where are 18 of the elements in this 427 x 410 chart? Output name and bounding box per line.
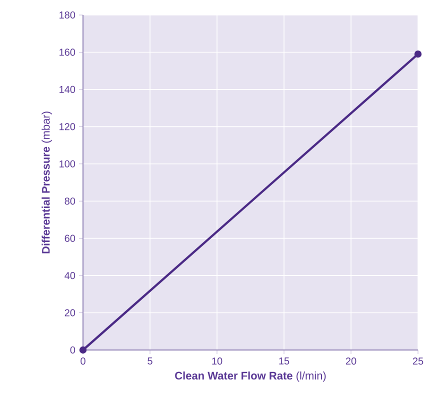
y-axis-title: Differential Pressure (mbar) (42, 112, 52, 254)
x-tick-label: 20 (346, 358, 356, 365)
y-tick-label: 0 (70, 346, 76, 354)
y-tick-label: 120 (60, 123, 76, 130)
y-tick-label: 160 (60, 48, 76, 56)
x-tick-label: 0 (80, 358, 86, 365)
y-tick-label: 180 (60, 11, 76, 19)
x-axis-title: Clean Water Flow Rate (l/min) (175, 371, 326, 382)
x-tick-label: 25 (412, 358, 424, 365)
y-tick-label: 20 (64, 309, 76, 316)
x-tick-label: 5 (148, 358, 152, 365)
y-tick-label: 40 (64, 272, 76, 280)
x-tick-label: 10 (212, 358, 222, 365)
y-tick-label: 60 (64, 234, 76, 242)
y-tick-label: 140 (60, 86, 76, 93)
y-tick-label: 100 (60, 160, 76, 168)
x-tick-label: 15 (279, 358, 290, 365)
y-tick-label: 80 (64, 198, 76, 205)
